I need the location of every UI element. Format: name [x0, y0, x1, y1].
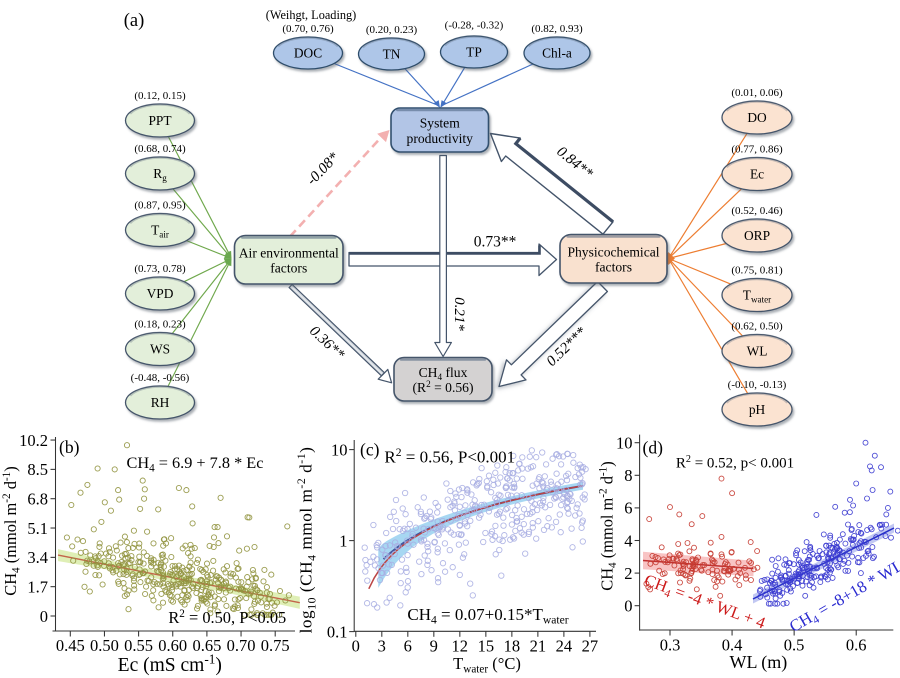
svg-text:(0.18, 0.23): (0.18, 0.23) [134, 319, 186, 331]
svg-text:Rg​: Rg​ [153, 166, 167, 183]
svg-text:(-0.10, -0.13): (-0.10, -0.13) [728, 379, 787, 391]
svg-text:R2​ = 0.56, P<0.001: R2​ = 0.56, P<0.001 [384, 446, 515, 467]
svg-text:4: 4 [624, 531, 632, 550]
svg-text:10.2: 10.2 [19, 431, 48, 450]
svg-text:6: 6 [404, 636, 412, 655]
svg-text:Tair​: Tair​ [151, 223, 169, 240]
svg-text:18: 18 [504, 636, 521, 655]
svg-text:(0.87, 0.95): (0.87, 0.95) [134, 200, 186, 212]
svg-text:(0.20, 0.23): (0.20, 0.23) [366, 24, 418, 36]
svg-text:0.75: 0.75 [261, 636, 290, 655]
svg-text:WS: WS [150, 342, 170, 357]
svg-text:0.45: 0.45 [56, 636, 85, 655]
svg-text:factors: factors [270, 261, 307, 276]
svg-text:0.73**: 0.73** [474, 234, 517, 251]
svg-text:0.1: 0.1 [327, 622, 348, 641]
svg-text:12: 12 [452, 636, 469, 655]
svg-text:8.5: 8.5 [27, 460, 48, 479]
svg-text:CH4​ = 6.9 + 7.8 * Ec: CH4​ = 6.9 + 7.8 * Ec [127, 453, 264, 475]
svg-text:Chl-a: Chl-a [542, 46, 572, 61]
svg-text:(d): (d) [643, 438, 664, 458]
svg-text:CH4​ (mmol m-2​ d-1​): CH4​ (mmol m-2​ d-1​) [597, 461, 619, 590]
svg-text:0: 0 [352, 636, 360, 655]
svg-text:1: 1 [339, 531, 347, 550]
svg-text:(0.82, 0.93): (0.82, 0.93) [531, 23, 583, 35]
svg-text:0.65: 0.65 [192, 636, 221, 655]
svg-text:(0.68, 0.74): (0.68, 0.74) [134, 143, 186, 155]
svg-text:8: 8 [624, 466, 632, 485]
svg-text:6.8: 6.8 [27, 490, 48, 509]
svg-text:productivity: productivity [407, 131, 474, 146]
svg-text:0.21*: 0.21* [451, 297, 467, 331]
svg-text:(0.70, 0.76): (0.70, 0.76) [282, 23, 334, 35]
svg-text:10: 10 [331, 440, 348, 459]
svg-text:CH4​ = 0.07+0.15*Twater​: CH4​ = 0.07+0.15*Twater​ [407, 605, 568, 627]
svg-text:(Weihgt, Loading): (Weihgt, Loading) [266, 8, 357, 22]
svg-text:Air environmental: Air environmental [239, 245, 339, 260]
svg-text:0.3: 0.3 [660, 636, 681, 655]
svg-text:Physicochemical: Physicochemical [567, 244, 659, 259]
svg-text:0.5: 0.5 [784, 636, 805, 655]
svg-text:PPT: PPT [148, 113, 171, 128]
svg-text:0.70: 0.70 [227, 636, 256, 655]
svg-text:5.1: 5.1 [27, 519, 48, 538]
svg-text:0.55: 0.55 [124, 636, 153, 655]
svg-text:(0.52, 0.46): (0.52, 0.46) [731, 205, 783, 217]
svg-text:0: 0 [624, 597, 632, 616]
svg-text:pH: pH [749, 402, 766, 417]
svg-text:log10​ (CH4​ mmol m-2​ d-1​): log10​ (CH4​ mmol m-2​ d-1​) [295, 447, 318, 634]
svg-text:0.60: 0.60 [158, 636, 187, 655]
svg-text:(R2​ = 0.56): (R2​ = 0.56) [413, 379, 474, 396]
svg-text:TP: TP [466, 45, 482, 60]
svg-text:0.50: 0.50 [90, 636, 119, 655]
svg-text:Twater​ (°C): Twater​ (°C) [453, 654, 521, 676]
svg-text:0.6: 0.6 [846, 636, 867, 655]
svg-text:CH4​ flux: CH4​ flux [419, 365, 468, 382]
svg-text:DOC: DOC [294, 46, 322, 61]
svg-text:RH: RH [151, 395, 170, 410]
svg-text:15: 15 [478, 636, 495, 655]
svg-text:6: 6 [624, 499, 632, 518]
svg-text:27: 27 [582, 636, 599, 655]
svg-text:(0.62, 0.50): (0.62, 0.50) [731, 321, 783, 333]
svg-text:3: 3 [378, 636, 386, 655]
svg-text:TN: TN [383, 47, 401, 62]
svg-text:WL (m): WL (m) [729, 652, 787, 673]
svg-text:WL: WL [747, 344, 768, 359]
svg-text:2: 2 [624, 564, 632, 583]
svg-text:Twater​: Twater​ [743, 288, 771, 305]
svg-text:10: 10 [616, 434, 633, 453]
svg-text:Ec (mS cm-1​): Ec (mS cm-1​) [118, 652, 222, 676]
svg-text:(0.73, 0.78): (0.73, 0.78) [134, 263, 186, 275]
svg-text:(0.75, 0.81): (0.75, 0.81) [731, 265, 783, 277]
svg-text:(0.12, 0.15): (0.12, 0.15) [134, 90, 186, 102]
svg-text:(0.01, 0.06): (0.01, 0.06) [731, 87, 783, 99]
svg-text:9: 9 [430, 636, 438, 655]
svg-text:factors: factors [595, 260, 632, 275]
svg-text:CH4​ (mmol m-2​ d-1​): CH4​ (mmol m-2​ d-1​) [1, 466, 23, 595]
svg-text:System: System [420, 116, 460, 131]
svg-text:Ec: Ec [750, 167, 764, 182]
svg-text:(a): (a) [124, 11, 145, 31]
svg-text:(c): (c) [360, 440, 380, 460]
svg-text:21: 21 [530, 636, 547, 655]
svg-text:ORP: ORP [744, 228, 770, 243]
svg-text:24: 24 [556, 636, 573, 655]
svg-text:(-0.28, -0.32): (-0.28, -0.32) [445, 20, 504, 32]
svg-text:(0.77, 0.86): (0.77, 0.86) [731, 144, 783, 156]
svg-text:0.4: 0.4 [722, 636, 743, 655]
svg-text:VPD: VPD [147, 286, 174, 301]
svg-text:3.4: 3.4 [27, 548, 48, 567]
svg-text:(-0.48, -0.56): (-0.48, -0.56) [131, 372, 190, 384]
svg-text:1.7: 1.7 [27, 578, 48, 597]
svg-text:DO: DO [747, 110, 767, 125]
svg-text:0: 0 [40, 607, 48, 626]
svg-text:R2​ = 0.52, p< 0.001: R2​ = 0.52, p< 0.001 [676, 454, 794, 472]
svg-text:R2​ = 0.50, P<0.05: R2​ = 0.50, P<0.05 [168, 608, 286, 627]
svg-text:(b): (b) [59, 437, 80, 457]
